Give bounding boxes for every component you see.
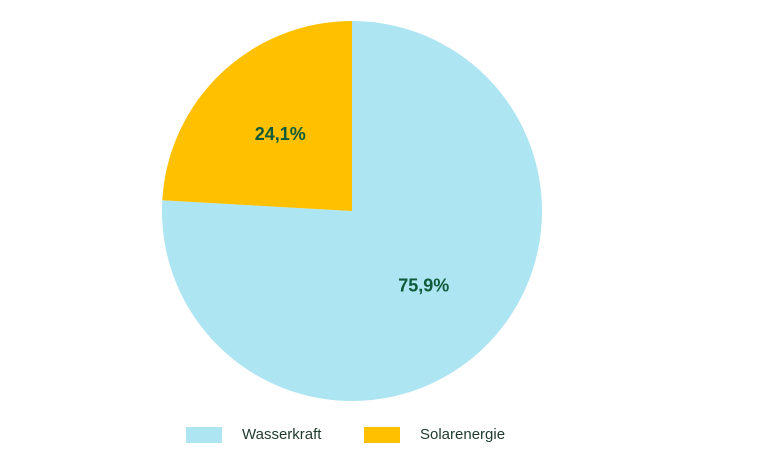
legend-item-solarenergie: Solarenergie	[364, 426, 505, 443]
pie-slice-wasserkraft	[162, 21, 542, 402]
pie-slice-solarenergie	[162, 21, 352, 211]
legend-label-wasserkraft: Wasserkraft	[242, 426, 322, 443]
legend-swatch-solarenergie	[364, 426, 400, 443]
pie-chart: 75,9% 24,1%	[162, 21, 542, 402]
data-label-wasserkraft: 75,9%	[398, 276, 449, 296]
legend-label-solarenergie: Solarenergie	[420, 426, 506, 443]
legend-swatch-wasserkraft	[186, 426, 222, 443]
data-label-solarenergie: 24,1%	[255, 124, 306, 144]
legend-item-wasserkraft: Wasserkraft	[186, 426, 321, 443]
legend: Wasserkraft Solarenergie	[0, 426, 768, 454]
